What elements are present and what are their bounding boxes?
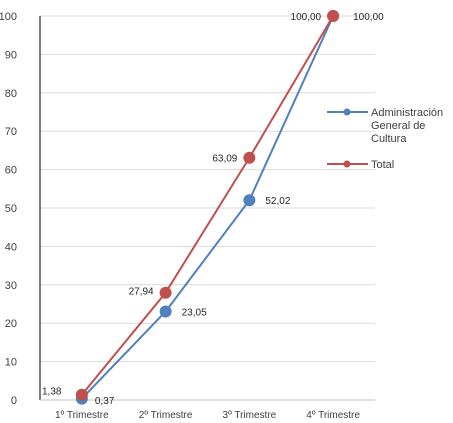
data-point — [75, 388, 88, 401]
legend-label: Total — [371, 159, 394, 171]
data-label: 63,09 — [212, 154, 237, 165]
legend-marker — [343, 108, 351, 116]
legend-label: Administración — [371, 107, 443, 119]
data-label: 100,00 — [291, 12, 322, 23]
data-point — [159, 286, 172, 299]
data-point — [327, 10, 340, 22]
x-tick-label: 3º Trimestre — [223, 410, 277, 421]
legend-marker — [343, 160, 351, 168]
data-label: 1,38 — [42, 387, 62, 398]
data-label: 23,05 — [182, 307, 207, 318]
y-tick-label: 30 — [5, 280, 17, 292]
y-tick-label: 70 — [5, 126, 17, 138]
data-label: 0,37 — [95, 396, 115, 407]
y-tick-label: 100 — [0, 11, 17, 23]
data-point — [243, 194, 256, 207]
y-tick-label: 20 — [5, 318, 17, 330]
y-tick-label: 90 — [5, 49, 17, 61]
data-label: 27,94 — [129, 287, 154, 298]
series-line-2 — [81, 15, 334, 396]
y-tick-label: 50 — [5, 203, 17, 215]
x-tick-label: 4º Trimestre — [306, 410, 360, 421]
data-point — [159, 305, 172, 318]
y-tick-label: 0 — [11, 395, 17, 407]
data-label: 52,02 — [265, 196, 290, 207]
legend-label: Cultura — [371, 133, 407, 145]
data-point — [243, 151, 256, 164]
series-line-1 — [81, 15, 335, 400]
x-tick-label: 1º Trimestre — [55, 410, 109, 421]
y-tick-label: 40 — [5, 241, 17, 253]
y-tick-label: 60 — [5, 165, 17, 177]
y-tick-label: 10 — [5, 357, 17, 369]
data-label: 100,00 — [353, 12, 384, 23]
y-tick-label: 80 — [5, 88, 17, 100]
x-tick-label: 2º Trimestre — [139, 410, 193, 421]
legend-label: General de — [371, 120, 425, 132]
